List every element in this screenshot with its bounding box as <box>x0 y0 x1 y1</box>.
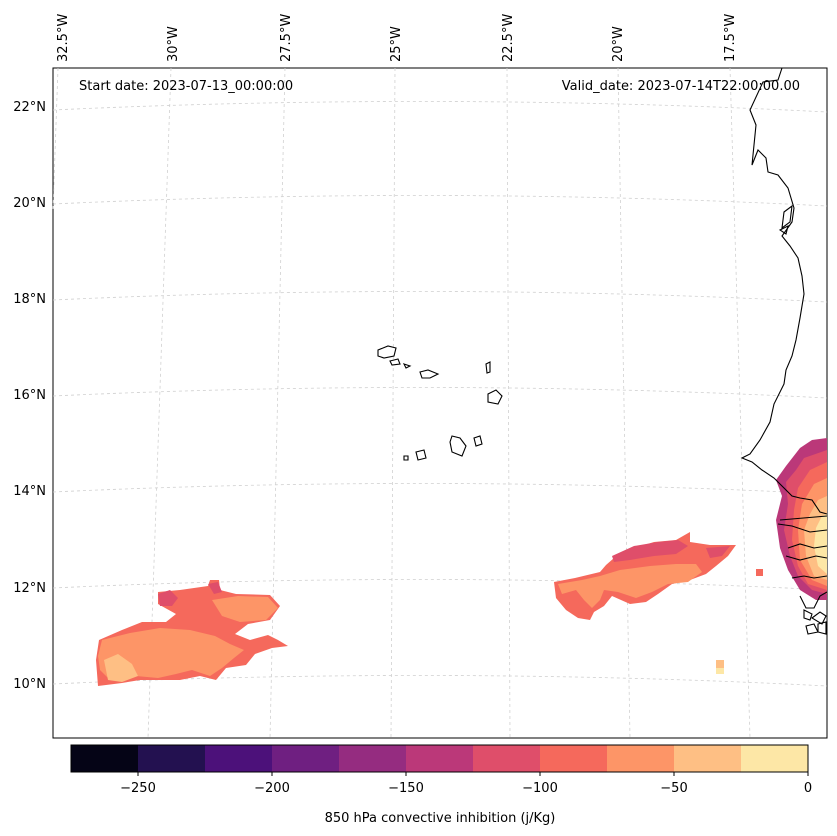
lat-label: 12°N <box>13 581 46 596</box>
colorbar-tick-label: −150 <box>388 781 424 796</box>
colorbar-swatch <box>674 745 742 772</box>
colorbar-swatch <box>205 745 273 772</box>
cin-band-125-100 <box>158 590 178 606</box>
cin-band-25-0 <box>716 668 724 674</box>
lat-label: 20°N <box>13 196 46 211</box>
cin-band-100-75 <box>756 569 763 576</box>
colorbar-label: 850 hPa convective inhibition (j/Kg) <box>325 811 556 826</box>
longitude-labels: 32.5°W 30°W 27.5°W 25°W 22.5°W 20°W 17.5… <box>56 14 738 62</box>
lon-label: 27.5°W <box>279 14 294 62</box>
cin-band-75-50 <box>212 596 278 622</box>
valid-date-label: Valid_date: 2023-07-14T22:00:00.00 <box>562 79 800 94</box>
colorbar-swatch <box>339 745 407 772</box>
colorbar-swatch <box>272 745 340 772</box>
cin-contours-west <box>96 580 288 686</box>
colorbar-swatch <box>607 745 675 772</box>
colorbar-tick-label: −50 <box>660 781 687 796</box>
cin-band-75-50 <box>98 628 244 680</box>
colorbar-swatch <box>741 745 809 772</box>
lon-label: 25°W <box>389 26 404 62</box>
lat-label: 18°N <box>13 292 46 307</box>
colorbar-swatch <box>71 745 139 772</box>
cin-contours-central <box>554 532 763 674</box>
start-date-label: Start date: 2023-07-13_00:00:00 <box>79 79 293 94</box>
cin-band-125-100 <box>612 540 688 562</box>
cin-band-125-100 <box>706 546 730 558</box>
lat-label: 16°N <box>13 388 46 403</box>
colorbar-tick-label: −250 <box>120 781 156 796</box>
lon-label: 30°W <box>166 26 181 62</box>
cin-band-125-100 <box>208 582 222 594</box>
cin-contours-east <box>776 438 827 600</box>
colorbar-swatch <box>406 745 474 772</box>
colorbar-tick-label: 0 <box>804 781 812 796</box>
latitude-labels: 22°N 20°N 18°N 16°N 14°N 12°N 10°N <box>13 100 46 692</box>
colorbar-swatch <box>138 745 206 772</box>
lon-label: 17.5°W <box>723 14 738 62</box>
cin-band-25-0 <box>814 514 827 574</box>
cape-verde-islands <box>377 345 503 461</box>
colorbar-swatch <box>473 745 541 772</box>
lon-label: 32.5°W <box>56 14 71 62</box>
coastline <box>740 67 828 635</box>
lon-label: 22.5°W <box>501 14 516 62</box>
lat-label: 14°N <box>13 484 46 499</box>
colorbar: −250 −200 −150 −100 −50 0 850 hPa convective … <box>70 744 812 826</box>
colorbar-outline <box>70 744 809 773</box>
colorbar-tick-label: −200 <box>254 781 290 796</box>
cin-band-50-25 <box>716 660 724 668</box>
lat-label: 10°N <box>13 677 46 692</box>
colorbar-tick-label: −100 <box>522 781 558 796</box>
cin-band-50-25 <box>104 654 138 682</box>
lon-label: 20°W <box>611 26 626 62</box>
cin-band-75-50 <box>558 564 702 608</box>
colorbar-swatch <box>540 745 608 772</box>
lat-label: 22°N <box>13 100 46 115</box>
